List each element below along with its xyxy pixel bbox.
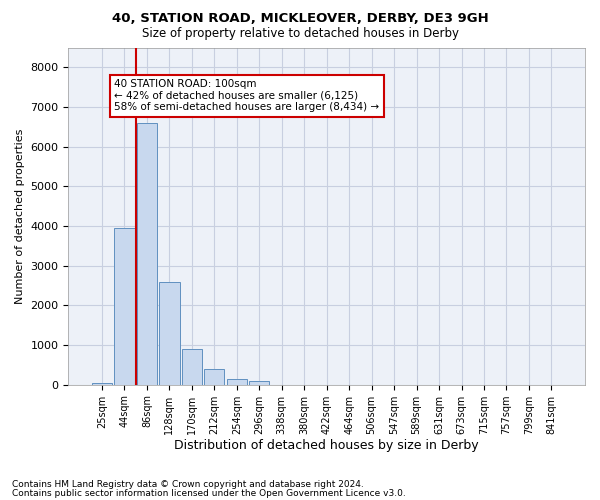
Bar <box>137 123 157 384</box>
Bar <box>227 379 247 384</box>
Text: 40 STATION ROAD: 100sqm
← 42% of detached houses are smaller (6,125)
58% of semi: 40 STATION ROAD: 100sqm ← 42% of detache… <box>115 79 379 112</box>
Bar <box>92 382 112 384</box>
Bar <box>159 282 179 385</box>
Text: Size of property relative to detached houses in Derby: Size of property relative to detached ho… <box>142 28 458 40</box>
Bar <box>204 369 224 384</box>
Bar <box>182 349 202 384</box>
Text: Contains public sector information licensed under the Open Government Licence v3: Contains public sector information licen… <box>12 488 406 498</box>
Text: Contains HM Land Registry data © Crown copyright and database right 2024.: Contains HM Land Registry data © Crown c… <box>12 480 364 489</box>
X-axis label: Distribution of detached houses by size in Derby: Distribution of detached houses by size … <box>175 440 479 452</box>
Text: 40, STATION ROAD, MICKLEOVER, DERBY, DE3 9GH: 40, STATION ROAD, MICKLEOVER, DERBY, DE3… <box>112 12 488 26</box>
Bar <box>115 228 134 384</box>
Bar <box>249 381 269 384</box>
Y-axis label: Number of detached properties: Number of detached properties <box>15 128 25 304</box>
